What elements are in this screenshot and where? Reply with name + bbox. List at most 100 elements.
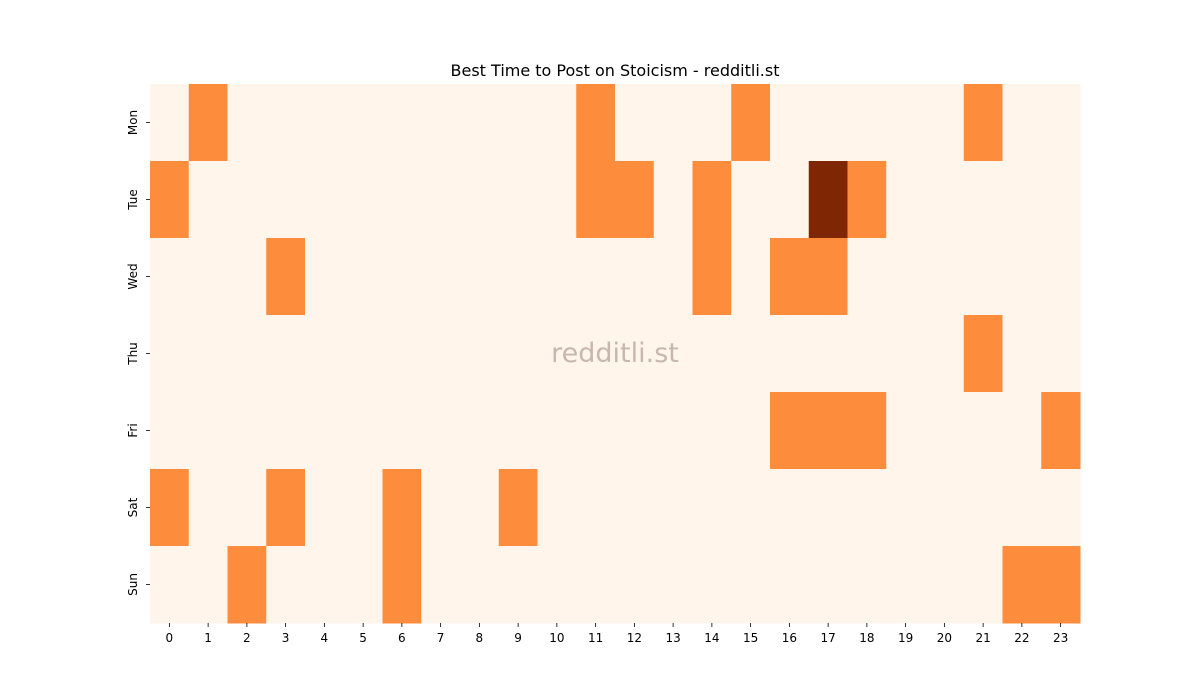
heatmap-cell-sat-2 [227,469,267,547]
heatmap-cell-fri-16 [770,392,810,470]
heatmap-cell-wed-1 [188,238,228,316]
heatmap-cell-thu-2 [227,315,267,393]
heatmap-cell-sat-1 [188,469,228,547]
heatmap-cell-sat-22 [1002,469,1042,547]
heatmap-cell-sun-1 [188,546,228,624]
heatmap-cell-fri-23 [1041,392,1081,470]
heatmap-cell-sat-14 [692,469,732,547]
heatmap-cell-mon-19 [886,84,926,162]
heatmap-cell-mon-23 [1041,84,1081,162]
heatmap-cell-mon-17 [808,84,848,162]
heatmap-cell-fri-18 [847,392,887,470]
heatmap-cell-sun-15 [731,546,771,624]
x-tick-label: 17 [820,631,835,645]
heatmap-cell-sat-6 [382,469,422,547]
heatmap-cell-mon-22 [1002,84,1042,162]
heatmap-cell-thu-1 [188,315,228,393]
heatmap-cell-sat-15 [731,469,771,547]
heatmap-cell-wed-23 [1041,238,1081,316]
x-tick-label: 10 [549,631,564,645]
x-tick-label: 16 [782,631,797,645]
heatmap-cell-tue-17 [808,161,848,239]
heatmap-cell-sat-23 [1041,469,1081,547]
heatmap-cell-thu-22 [1002,315,1042,393]
heatmap-cell-wed-4 [305,238,345,316]
heatmap-cell-sat-19 [886,469,926,547]
heatmap-cell-sun-10 [537,546,577,624]
heatmap-cell-mon-21 [963,84,1003,162]
heatmap-cell-fri-1 [188,392,228,470]
x-tick-label: 6 [398,631,406,645]
heatmap-cell-mon-13 [653,84,693,162]
heatmap-cell-tue-22 [1002,161,1042,239]
heatmap-cell-sat-0 [150,469,190,547]
heatmap-cell-mon-7 [421,84,461,162]
heatmap-cell-tue-11 [576,161,616,239]
heatmap-cell-sat-11 [576,469,616,547]
heatmap-cell-thu-10 [537,315,577,393]
heatmap-cell-tue-8 [460,161,500,239]
heatmap-cell-thu-15 [731,315,771,393]
heatmap-cell-tue-3 [266,161,306,239]
heatmap-cell-sun-17 [808,546,848,624]
heatmap-cell-mon-9 [498,84,538,162]
heatmap-cell-thu-18 [847,315,887,393]
heatmap-cell-sun-7 [421,546,461,624]
heatmap-cell-thu-5 [343,315,383,393]
heatmap-cell-sat-16 [770,469,810,547]
heatmap-cell-sun-2 [227,546,267,624]
heatmap-cell-mon-8 [460,84,500,162]
heatmap-cell-tue-6 [382,161,422,239]
heatmap-cell-tue-5 [343,161,383,239]
heatmap-cell-sun-9 [498,546,538,624]
heatmap-cell-wed-15 [731,238,771,316]
heatmap-cell-mon-4 [305,84,345,162]
heatmap-cell-tue-4 [305,161,345,239]
heatmap-cell-fri-22 [1002,392,1042,470]
heatmap-cell-fri-6 [382,392,422,470]
heatmap-cell-sun-23 [1041,546,1081,624]
x-tick-label: 15 [743,631,758,645]
heatmap-cell-wed-20 [925,238,965,316]
heatmap-cell-mon-5 [343,84,383,162]
heatmap-cell-fri-10 [537,392,577,470]
heatmap-cell-sun-12 [615,546,655,624]
heatmap-cell-wed-10 [537,238,577,316]
heatmap-cell-mon-12 [615,84,655,162]
heatmap-cell-fri-15 [731,392,771,470]
heatmap-cell-tue-10 [537,161,577,239]
watermark: redditli.st [551,338,679,369]
heatmap-cell-mon-20 [925,84,965,162]
y-tick-label: Mon [126,110,140,135]
heatmap-cell-sun-18 [847,546,887,624]
heatmap-cell-wed-19 [886,238,926,316]
heatmap-cell-tue-21 [963,161,1003,239]
heatmap-cell-sun-4 [305,546,345,624]
heatmap-cell-tue-1 [188,161,228,239]
heatmap-cell-fri-21 [963,392,1003,470]
heatmap-cell-fri-9 [498,392,538,470]
heatmap-cell-wed-12 [615,238,655,316]
heatmap-cell-tue-23 [1041,161,1081,239]
heatmap-cell-wed-11 [576,238,616,316]
heatmap-cell-tue-12 [615,161,655,239]
heatmap-cell-wed-8 [460,238,500,316]
y-tick-label: Fri [126,423,140,437]
y-tick-label: Sun [126,573,140,596]
heatmap-cell-wed-3 [266,238,306,316]
heatmap-cell-thu-23 [1041,315,1081,393]
heatmap-cell-thu-16 [770,315,810,393]
heatmap-cell-tue-19 [886,161,926,239]
heatmap-cell-fri-0 [150,392,190,470]
y-tick-label: Wed [126,263,140,289]
x-tick-label: 8 [476,631,484,645]
x-tick-label: 21 [975,631,990,645]
heatmap-cell-sun-22 [1002,546,1042,624]
heatmap-cell-tue-15 [731,161,771,239]
heatmap-cell-sun-11 [576,546,616,624]
heatmap-cell-thu-17 [808,315,848,393]
x-tick-label: 13 [665,631,680,645]
heatmap-cell-fri-12 [615,392,655,470]
heatmap-cell-fri-7 [421,392,461,470]
